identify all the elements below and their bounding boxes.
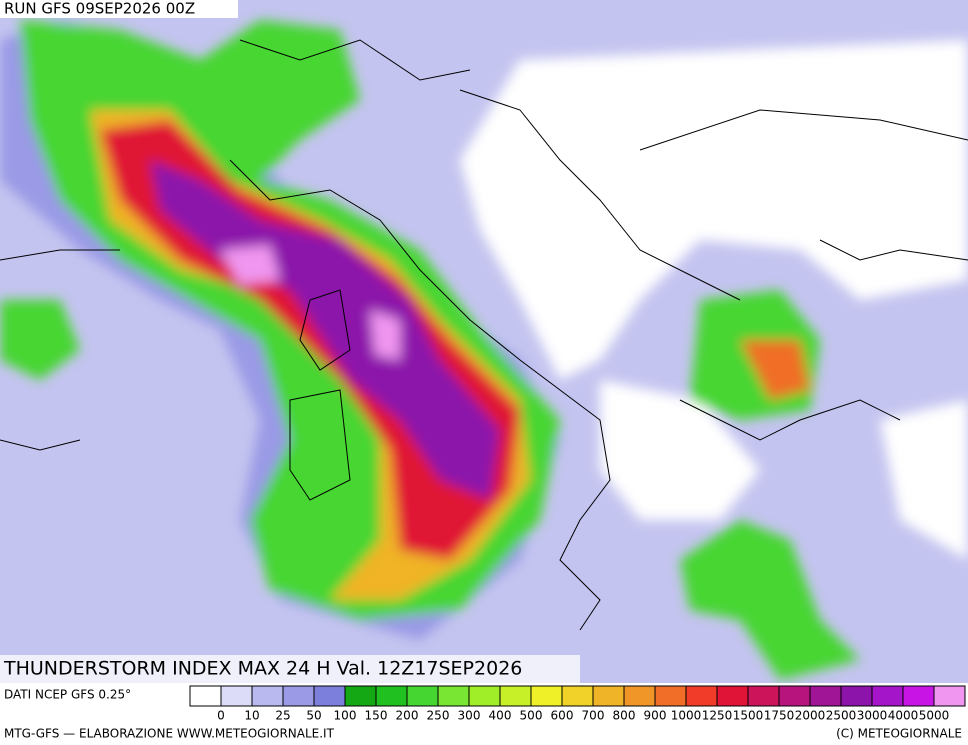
legend-tick-label: 50 [306, 709, 321, 723]
source-label: DATI NCEP GFS 0.25° [4, 688, 131, 702]
footer-left: MTG-GFS — ELABORAZIONE WWW.METEOGIORNALE… [4, 727, 335, 741]
legend-tick-label: 200 [396, 709, 419, 723]
legend-swatch [809, 685, 842, 707]
legend-swatch [220, 685, 253, 707]
legend-tick-label: 100 [334, 709, 357, 723]
legend-swatch [592, 685, 625, 707]
legend-tick-label: 3000 [857, 709, 888, 723]
run-label-box [0, 0, 238, 18]
index-field [0, 20, 968, 680]
legend-tick-label: 25 [275, 709, 290, 723]
legend-tick-label: 700 [582, 709, 605, 723]
legend-swatch [902, 685, 935, 707]
legend-swatch [406, 685, 439, 707]
legend-swatch [468, 685, 501, 707]
run-label: RUN GFS 09SEP2026 00Z [4, 0, 195, 18]
legend-tick-label: 1000 [671, 709, 702, 723]
legend-swatch [251, 685, 284, 707]
legend-swatch [778, 685, 811, 707]
legend-swatch [499, 685, 532, 707]
legend-tick-label: 150 [365, 709, 388, 723]
legend-tick-label: 800 [613, 709, 636, 723]
legend-tick-label: 500 [520, 709, 543, 723]
legend-swatch [716, 685, 749, 707]
legend-tick-label: 300 [458, 709, 481, 723]
legend-tick-label: 0 [217, 709, 225, 723]
legend-tick-label: 2000 [795, 709, 826, 723]
legend-swatch [840, 685, 873, 707]
legend-swatch [189, 685, 222, 707]
legend-tick-label: 1500 [733, 709, 764, 723]
legend-tick-label: 250 [427, 709, 450, 723]
legend-tick-label: 4000 [888, 709, 919, 723]
legend-swatch [313, 685, 346, 707]
legend-swatch [623, 685, 656, 707]
legend-swatch [561, 685, 594, 707]
legend-swatch [654, 685, 687, 707]
legend-swatch [933, 685, 966, 707]
legend-swatch [747, 685, 780, 707]
legend-swatch [375, 685, 408, 707]
title-box [0, 655, 580, 683]
legend-tick-label: 400 [489, 709, 512, 723]
legend-swatch [871, 685, 904, 707]
legend-tick-label: 5000 [919, 709, 950, 723]
legend-swatch [685, 685, 718, 707]
map-title: THUNDERSTORM INDEX MAX 24 H Val. 12Z17SE… [3, 658, 522, 680]
coastlines [0, 39, 968, 631]
legend-swatch [344, 685, 377, 707]
legend-tick-label: 1250 [702, 709, 733, 723]
legend-swatch [282, 685, 315, 707]
legend-tick-label: 2500 [826, 709, 857, 723]
legend: 0 10 25 50 100 150 200 250 300 400 500 600 700 800 900… [189, 685, 966, 723]
legend-tick-label: 600 [551, 709, 574, 723]
legend-swatch [530, 685, 563, 707]
footer-right: (C) METEOGIORNALE [836, 727, 962, 741]
legend-tick-label: 10 [244, 709, 259, 723]
legend-tick-label: 1750 [764, 709, 795, 723]
legend-swatch [437, 685, 470, 707]
map [0, 0, 968, 683]
legend-tick-label: 900 [644, 709, 667, 723]
